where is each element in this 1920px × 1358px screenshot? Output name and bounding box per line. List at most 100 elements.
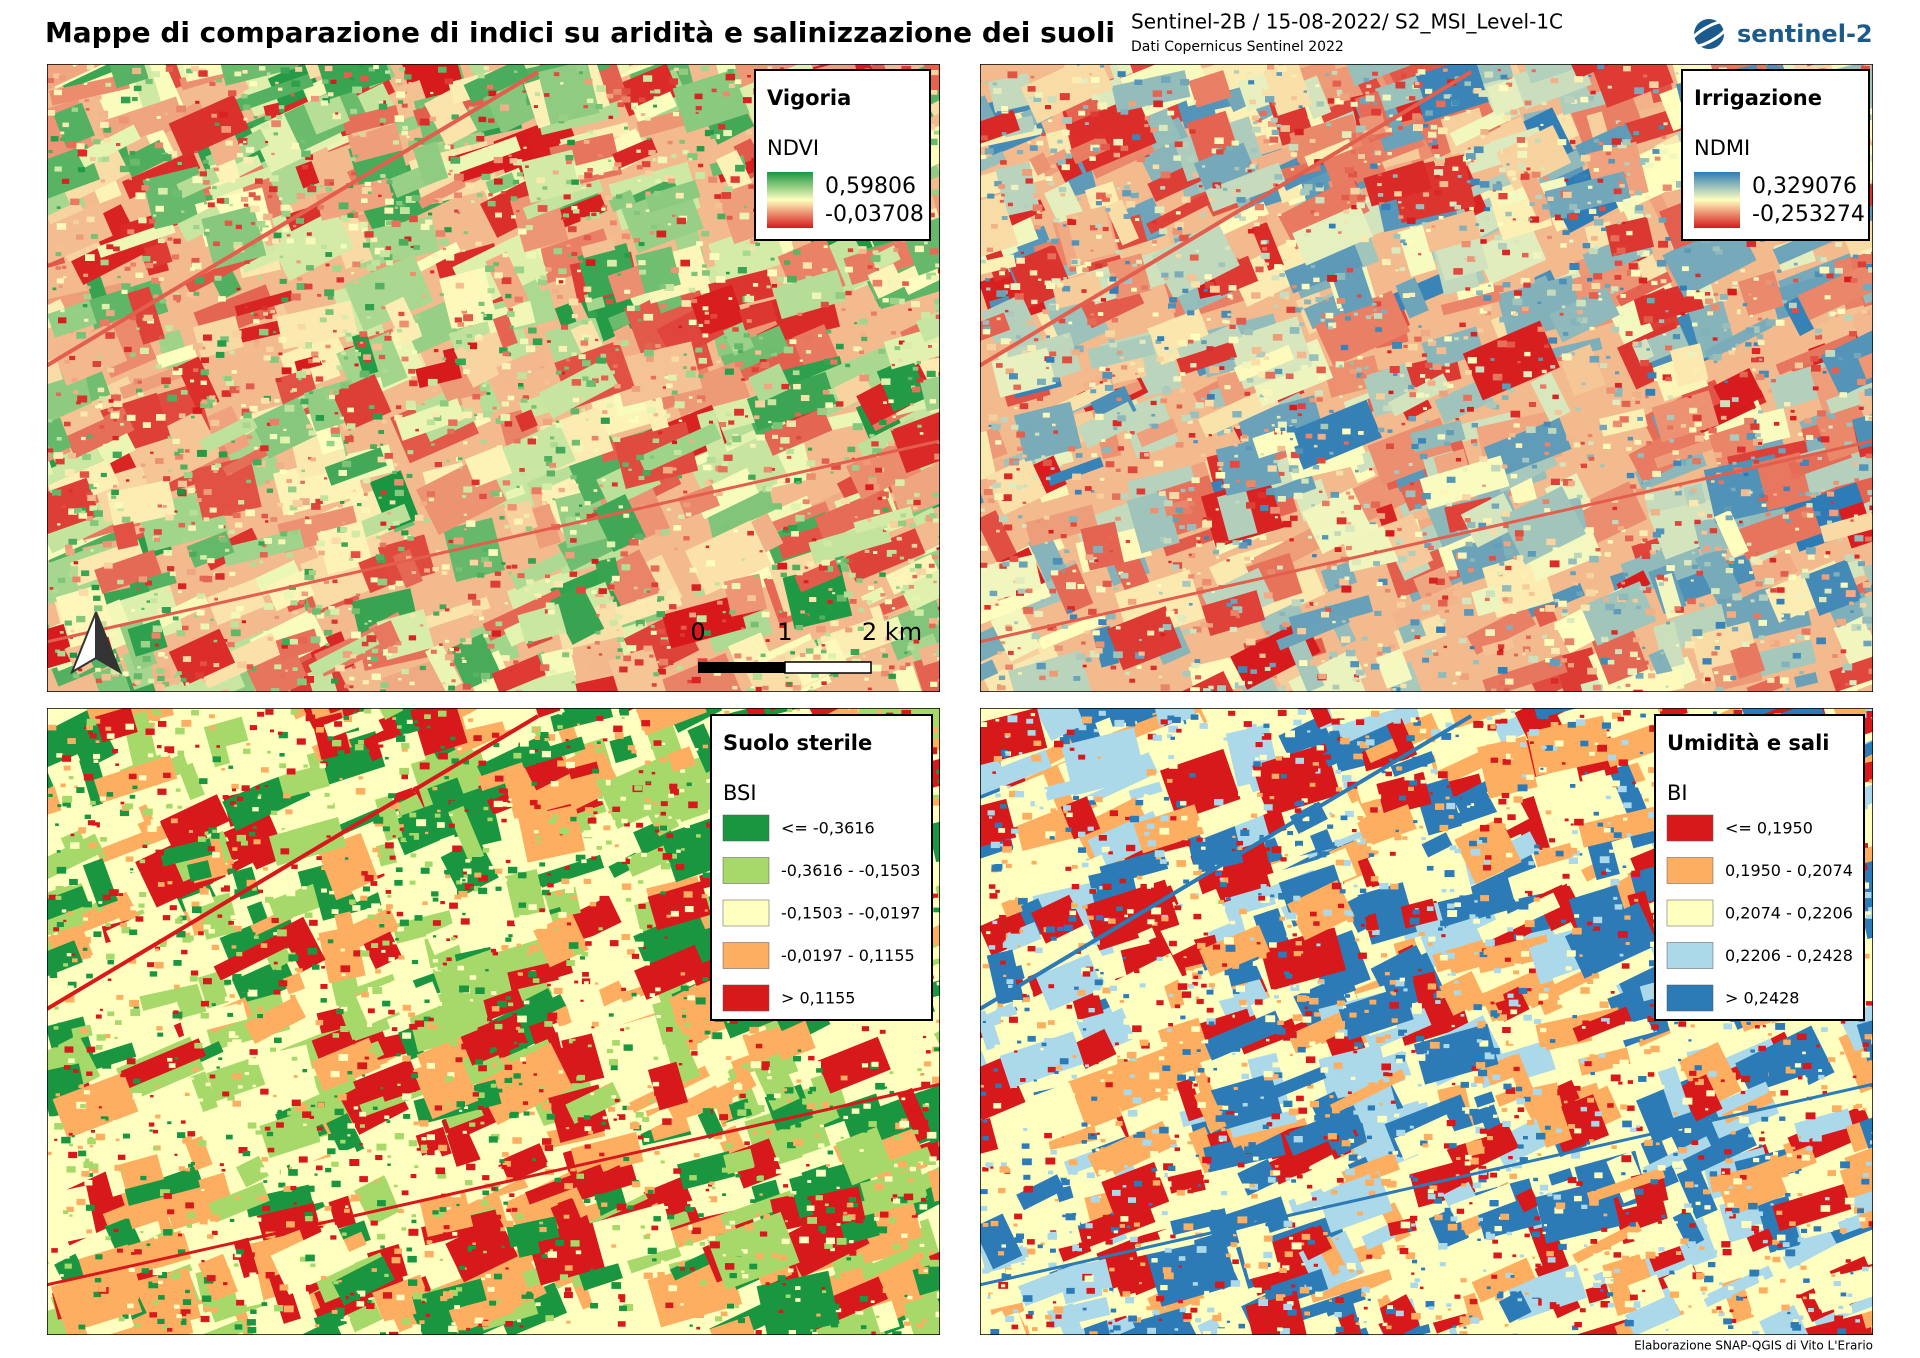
speckle bbox=[1075, 653, 1086, 661]
speckle bbox=[602, 410, 608, 414]
speckle bbox=[394, 479, 404, 486]
speckle bbox=[411, 571, 416, 575]
speckle bbox=[1751, 456, 1755, 460]
speckle bbox=[1531, 464, 1538, 469]
field bbox=[491, 654, 546, 692]
speckle bbox=[442, 357, 447, 361]
speckle bbox=[124, 266, 131, 271]
speckle bbox=[350, 654, 357, 659]
field bbox=[492, 314, 518, 349]
speckle bbox=[1579, 317, 1588, 324]
field bbox=[1794, 671, 1819, 688]
speckle bbox=[228, 90, 237, 97]
speckle bbox=[1406, 240, 1414, 245]
speckle bbox=[1267, 64, 1275, 70]
speckle bbox=[1475, 366, 1485, 373]
speckle bbox=[267, 194, 273, 199]
speckle bbox=[871, 441, 879, 447]
speckle bbox=[1114, 239, 1120, 243]
speckle bbox=[1291, 285, 1297, 289]
speckle bbox=[545, 461, 553, 466]
speckle bbox=[846, 559, 854, 565]
field bbox=[644, 179, 701, 213]
speckle bbox=[585, 418, 590, 421]
speckle bbox=[176, 299, 181, 303]
speckle bbox=[650, 630, 657, 635]
speckle bbox=[627, 645, 637, 652]
speckle bbox=[1573, 582, 1579, 586]
speckle bbox=[754, 574, 759, 578]
speckle bbox=[1052, 243, 1057, 247]
speckle bbox=[1509, 432, 1516, 438]
speckle bbox=[1658, 240, 1668, 248]
speckle bbox=[584, 337, 589, 341]
speckle bbox=[270, 309, 276, 314]
speckle bbox=[1589, 248, 1598, 255]
speckle bbox=[1227, 313, 1232, 317]
speckle bbox=[464, 142, 469, 146]
speckle bbox=[1246, 378, 1254, 383]
speckle bbox=[463, 231, 468, 235]
speckle bbox=[660, 304, 667, 309]
speckle bbox=[1212, 549, 1220, 555]
speckle bbox=[76, 143, 85, 150]
speckle bbox=[523, 513, 530, 518]
speckle bbox=[795, 412, 801, 417]
speckle bbox=[301, 591, 309, 597]
speckle bbox=[217, 340, 227, 347]
speckle bbox=[638, 624, 644, 628]
speckle bbox=[1271, 129, 1280, 135]
speckle bbox=[439, 400, 449, 407]
speckle bbox=[230, 179, 236, 183]
field bbox=[730, 64, 820, 87]
speckle bbox=[1459, 673, 1469, 680]
speckle bbox=[879, 572, 886, 577]
speckle bbox=[696, 146, 705, 152]
speckle bbox=[1472, 660, 1479, 665]
speckle bbox=[731, 583, 741, 590]
speckle bbox=[1434, 169, 1444, 176]
speckle bbox=[1111, 318, 1119, 323]
speckle bbox=[184, 74, 189, 78]
speckle bbox=[375, 282, 385, 290]
speckle bbox=[894, 346, 901, 351]
speckle bbox=[1022, 350, 1027, 354]
field bbox=[1181, 670, 1239, 692]
speckle bbox=[621, 96, 631, 103]
speckle bbox=[251, 243, 257, 247]
speckle bbox=[280, 436, 290, 444]
speckle bbox=[1129, 678, 1136, 683]
speckle bbox=[748, 474, 756, 480]
speckle bbox=[1811, 364, 1821, 372]
speckle bbox=[1260, 240, 1267, 245]
speckle bbox=[1791, 368, 1795, 371]
speckle bbox=[583, 105, 588, 109]
speckle bbox=[1085, 657, 1092, 662]
field bbox=[463, 64, 530, 104]
speckle bbox=[509, 325, 514, 329]
speckle bbox=[367, 191, 372, 194]
speckle bbox=[1737, 522, 1744, 527]
speckle bbox=[1625, 331, 1633, 336]
speckle bbox=[1541, 634, 1547, 639]
speckle bbox=[984, 81, 989, 84]
speckle bbox=[520, 338, 529, 345]
field bbox=[486, 422, 576, 494]
speckle bbox=[1491, 503, 1500, 509]
speckle bbox=[671, 390, 678, 395]
field bbox=[900, 247, 940, 295]
speckle bbox=[347, 213, 354, 218]
speckle bbox=[308, 547, 312, 550]
speckle bbox=[1319, 490, 1323, 493]
speckle bbox=[1690, 579, 1694, 582]
speckle bbox=[1669, 153, 1678, 160]
field bbox=[1628, 419, 1710, 483]
speckle bbox=[99, 365, 103, 368]
speckle bbox=[173, 674, 178, 678]
speckle bbox=[224, 376, 232, 382]
speckle bbox=[71, 107, 78, 112]
speckle bbox=[929, 618, 939, 625]
speckle bbox=[612, 364, 618, 368]
speckle bbox=[769, 349, 775, 354]
speckle bbox=[1471, 423, 1478, 428]
